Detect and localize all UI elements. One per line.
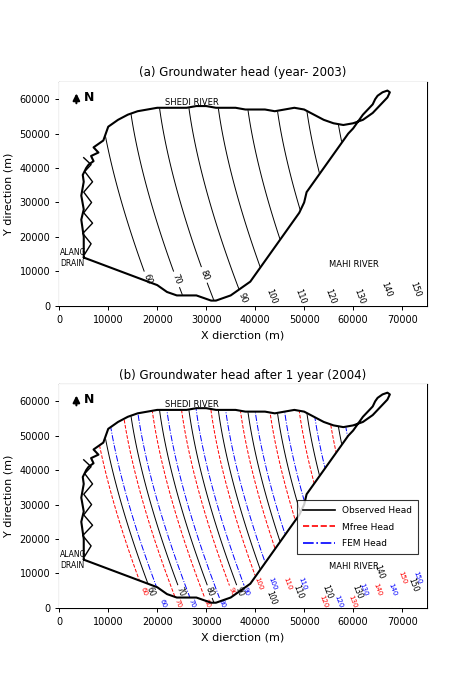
Text: 110: 110	[297, 576, 308, 591]
Text: 140: 140	[387, 582, 398, 597]
Text: 130: 130	[358, 582, 368, 596]
Y-axis label: Y direction (m): Y direction (m)	[4, 153, 14, 235]
Y-axis label: Y direction (m): Y direction (m)	[4, 455, 14, 537]
Text: 80: 80	[218, 599, 226, 609]
Text: MAHI RIVER: MAHI RIVER	[328, 562, 378, 571]
Text: 70: 70	[173, 599, 182, 609]
Text: 80: 80	[203, 599, 211, 609]
Text: 140: 140	[373, 582, 383, 597]
Text: 90: 90	[233, 585, 245, 598]
Text: SHEDI RIVER: SHEDI RIVER	[164, 400, 219, 409]
Text: 120: 120	[319, 594, 329, 609]
Text: 90: 90	[228, 586, 236, 597]
Text: 80: 80	[204, 585, 216, 598]
Text: 140: 140	[372, 563, 385, 581]
Text: 130: 130	[350, 583, 364, 600]
Title: (b) Groundwater head after 1 year (2004): (b) Groundwater head after 1 year (2004)	[119, 369, 366, 382]
Text: 90: 90	[242, 586, 251, 597]
Text: ALANG
DRAIN: ALANG DRAIN	[60, 247, 87, 268]
Text: 110: 110	[293, 288, 308, 305]
Text: 100: 100	[253, 576, 263, 591]
Text: 60: 60	[145, 585, 157, 598]
Text: 90: 90	[236, 292, 248, 305]
Text: 120: 120	[320, 583, 334, 600]
Text: 60: 60	[159, 599, 167, 609]
Title: (a) Groundwater head (year- 2003): (a) Groundwater head (year- 2003)	[139, 66, 346, 79]
Text: 70: 70	[188, 599, 197, 609]
Text: 130: 130	[348, 594, 358, 609]
Text: 120: 120	[323, 288, 337, 305]
Legend: Observed Head, Mfree Head, FEM Head: Observed Head, Mfree Head, FEM Head	[297, 500, 419, 554]
Text: 60: 60	[139, 586, 148, 597]
Text: N: N	[84, 393, 94, 406]
Text: ALANG
DRAIN: ALANG DRAIN	[60, 550, 87, 570]
Text: 140: 140	[379, 281, 393, 298]
Text: 150: 150	[412, 570, 422, 585]
Text: N: N	[84, 92, 94, 104]
Text: 100: 100	[268, 576, 278, 591]
Text: 70: 70	[174, 585, 186, 598]
X-axis label: X dierction (m): X dierction (m)	[201, 331, 284, 340]
Text: 100: 100	[264, 288, 278, 305]
Text: 150: 150	[398, 570, 408, 585]
Text: SHEDI RIVER: SHEDI RIVER	[164, 98, 219, 107]
Text: 60: 60	[141, 273, 153, 286]
Text: 130: 130	[352, 288, 366, 306]
X-axis label: X dierction (m): X dierction (m)	[201, 632, 284, 643]
Text: 70: 70	[171, 273, 182, 286]
Text: 120: 120	[333, 594, 344, 609]
Text: 150: 150	[406, 576, 419, 594]
Text: 100: 100	[264, 590, 278, 607]
Text: 80: 80	[198, 268, 210, 281]
Text: 150: 150	[409, 281, 422, 298]
Text: 110: 110	[283, 576, 293, 591]
Text: 110: 110	[291, 583, 305, 600]
Text: MAHI RIVER: MAHI RIVER	[328, 260, 378, 269]
